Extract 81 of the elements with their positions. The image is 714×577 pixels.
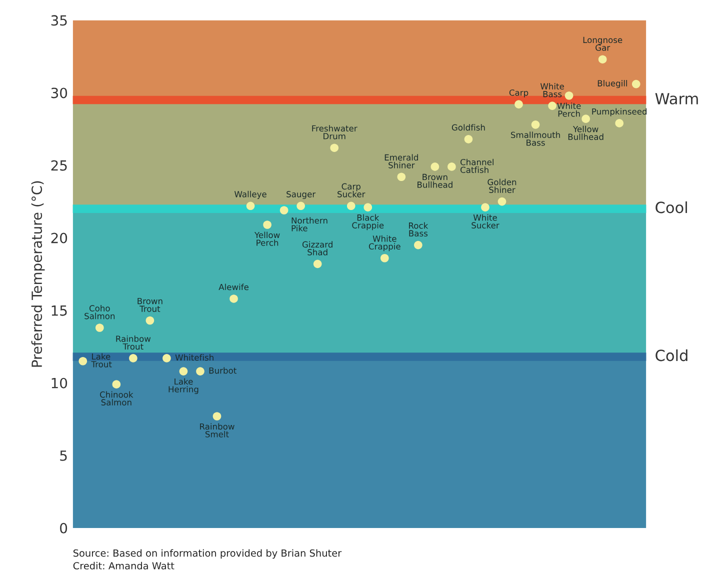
y-tick-label: 15 [52,305,67,316]
data-label: Longnose Gar [583,36,622,51]
point [330,144,339,152]
data-label: Goldfish [452,124,485,131]
point [112,380,121,388]
data-label: Brown Trout [138,298,162,312]
data-label: Black Crappie [352,214,384,230]
point [280,206,288,214]
point [632,80,640,88]
point [481,203,490,212]
y-tick-label: 20 [51,232,68,244]
point [564,91,574,100]
point [380,254,389,262]
point [548,102,556,110]
data-label: Rock Bass [409,222,428,236]
point [615,119,624,128]
data-label: Freshwater Drum [312,125,358,140]
point [246,202,255,210]
point [230,294,238,303]
y-tick-label: 10 [52,378,68,388]
point [514,100,523,109]
point [498,197,506,206]
data-label: Whitefish [175,354,214,361]
point [146,316,154,325]
point [397,172,406,182]
data-label: Walleye [234,190,266,199]
data-label: Lake Trout [91,353,112,368]
data-label: Golden Shiner [488,178,516,193]
data-label: Yellow Perch [254,232,280,246]
data-label: Burbot [209,367,236,374]
point [129,354,138,362]
data-label: Carp Sucker [338,183,366,198]
point [582,114,590,124]
text: Credit: Amanda Watt [73,562,174,570]
data-label: Emerald Shiner [384,154,418,168]
point [78,356,88,366]
data-label: Rainbow Smelt [200,423,234,438]
point [263,220,272,229]
data-label: Sauger [286,191,316,199]
point [464,134,473,144]
data-label: Chinook Salmon [100,391,134,406]
point [162,354,171,362]
point [179,367,188,376]
data-label: Brown Bullhead [418,174,452,188]
data-label: Bluegill [598,80,627,88]
point [95,324,104,332]
source-note: Source: Based on information provided by Brian Shuter [73,549,342,559]
data-label: Smallmouth Bass [510,132,560,146]
data-label: Alewife [218,284,248,290]
point [296,202,305,210]
ref-line-label: Cold [656,349,688,362]
ref-line-label: Warm [655,93,698,104]
data-label: White Crappie [368,235,400,252]
point [430,162,440,171]
y-tick-label: 35 [51,15,67,26]
data-label: Yellow Bullhead [568,126,604,140]
data-label: Carp [509,89,528,98]
y-axis-title: Preferred Temperature (°C) [31,181,45,367]
data-label: Gizzard Shad [302,241,332,256]
point [346,202,356,210]
point [414,240,422,250]
y-tick-label: 5 [60,450,67,461]
data-label: Channel Catfish [460,158,494,174]
point [598,55,607,64]
point [364,203,372,212]
ref-line-label: Cool [656,201,687,214]
point [196,367,204,376]
data-label: Northern Pike [292,217,328,232]
y-tick-label: 0 [60,522,68,534]
point [448,162,456,171]
data-label: Rainbow Trout [116,335,151,350]
data-label: White Perch [557,102,581,117]
data-label: White Sucker [472,214,500,228]
point [313,260,322,268]
data-label: White Bass [540,83,564,98]
data-label: Lake Herring [168,378,198,394]
point [212,412,222,420]
y-tick-label: 25 [51,160,67,171]
data-label: Coho Salmon [84,304,115,320]
y-tick-label: 30 [51,88,68,98]
point [531,120,540,129]
